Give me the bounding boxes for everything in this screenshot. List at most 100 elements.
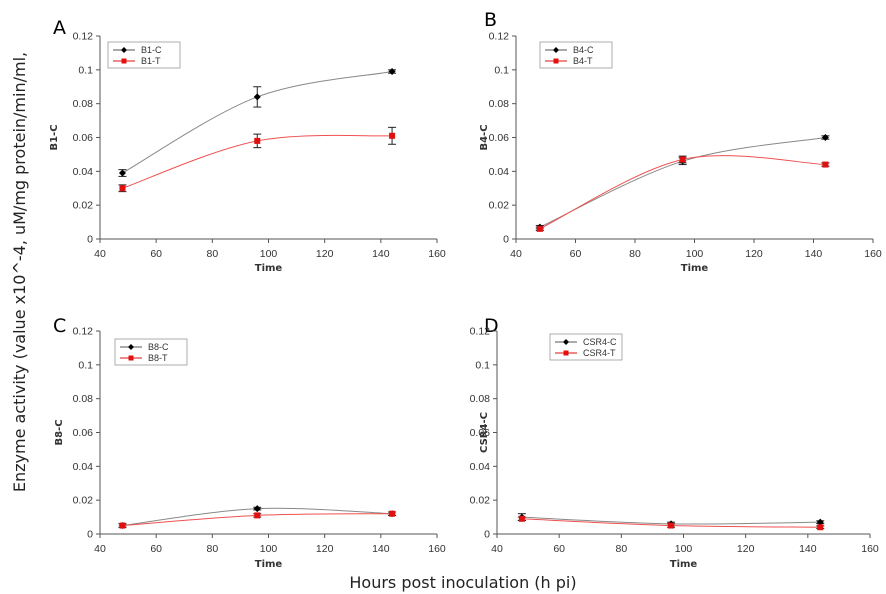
data-point-square [389, 510, 396, 517]
data-point-square [254, 137, 261, 144]
y-tick-label: 0.02 [470, 495, 491, 507]
data-point-square [536, 225, 543, 232]
y-tick-label: 0.04 [73, 166, 94, 178]
x-tick-label: 140 [799, 543, 817, 555]
series-b4-t [535, 155, 830, 232]
legend-marker-diamond [128, 344, 134, 350]
legend-entry: B8-T [148, 353, 168, 363]
x-tick-label: 60 [150, 248, 162, 260]
y-axis-title: B1-C [49, 124, 60, 150]
panel-a: A 0 0.02 0.04 0.06 0.08 0.1 0.12 40 60 80 100 120 140… [49, 17, 446, 274]
y-tick-label: 0.1 [78, 359, 93, 371]
legend-entry: CSR4-T [583, 348, 616, 358]
legend: B8-CB8-T [114, 338, 188, 366]
y-tick-label: 0.02 [73, 200, 94, 212]
x-tick-label: 60 [150, 543, 162, 555]
x-tick-label: 120 [316, 248, 334, 260]
x-tick-label: 80 [629, 248, 641, 260]
data-point-square [389, 132, 396, 139]
x-tick-label: 40 [510, 248, 522, 260]
series-b8-t [118, 510, 397, 529]
panel-c: C 0 0.02 0.04 0.06 0.08 0.1 0.12 40 60 80 100 120 140… [53, 315, 446, 570]
legend-entry: B4-T [573, 56, 593, 66]
y-tick-label: 0.06 [489, 132, 510, 144]
data-point-square [817, 524, 824, 531]
data-point-diamond [118, 169, 126, 177]
legend-entry: B1-C [141, 45, 162, 55]
x-tick-label: 140 [372, 248, 390, 260]
legend-marker-diamond [121, 47, 127, 53]
y-tick-label: 0.08 [73, 393, 94, 405]
y-tick-label: 0.06 [73, 427, 94, 439]
series-line [539, 137, 826, 228]
y-tick-label: 0.12 [489, 31, 510, 43]
x-tick-label: 40 [491, 543, 503, 555]
panel-b: B 0 0.02 0.04 0.06 0.08 0.1 0.12 40 60 80 100 120 140… [479, 9, 882, 274]
x-tick-label: 100 [260, 248, 278, 260]
series-b1-c [118, 68, 397, 177]
x-tick-label: 100 [675, 543, 693, 555]
data-point-square [254, 512, 261, 519]
x-tick-label: 140 [805, 248, 823, 260]
y-axis-title: CSR4-C [479, 412, 490, 453]
y-tick-label: 0 [484, 529, 490, 541]
panel-letter: B [484, 9, 497, 31]
y-tick-label: 0.08 [73, 98, 94, 110]
legend-marker-square [553, 58, 559, 64]
y-axis-shared-label: Enzyme activity (value x10^-4, uM/mg pro… [10, 52, 29, 492]
legend-marker-square [563, 350, 569, 356]
x-tick-label: 160 [864, 248, 882, 260]
data-point-square [822, 161, 829, 168]
x-tick-label: 160 [861, 543, 879, 555]
legend: B1-CB1-T [107, 41, 181, 69]
y-tick-label: 0 [87, 529, 93, 541]
x-tick-label: 120 [316, 543, 334, 555]
legend-marker-square [128, 355, 134, 361]
y-tick-label: 0.06 [470, 427, 491, 439]
data-point-square [668, 522, 675, 529]
y-tick-label: 0.12 [470, 326, 491, 338]
y-tick-label: 0.1 [475, 359, 490, 371]
y-tick-label: 0.06 [73, 132, 94, 144]
legend-marker-diamond [563, 339, 569, 345]
series-b4-c [535, 134, 830, 231]
panel-letter: A [53, 17, 66, 39]
data-point-diamond [821, 134, 829, 141]
x-tick-label: 100 [686, 248, 704, 260]
legend-entry: B1-T [141, 56, 161, 66]
legend-entry: B4-C [573, 45, 594, 55]
series-csr4-t [517, 515, 825, 531]
data-point-square [679, 156, 686, 163]
x-tick-label: 120 [745, 248, 763, 260]
data-point-diamond [816, 518, 824, 526]
x-tick-label: 40 [94, 543, 106, 555]
series-b1-t [118, 126, 397, 193]
y-tick-label: 0.02 [489, 200, 510, 212]
data-point-square [119, 522, 126, 529]
y-tick-label: 0.1 [494, 64, 509, 76]
y-axis-title: B8-C [54, 419, 65, 445]
y-tick-label: 0.12 [73, 31, 94, 43]
x-tick-label: 160 [428, 543, 446, 555]
x-axis-title: Time [681, 263, 709, 274]
panels: A 0 0.02 0.04 0.06 0.08 0.1 0.12 40 60 80 100 120 140… [49, 9, 882, 570]
y-tick-label: 0.04 [73, 461, 94, 473]
legend-box [549, 333, 623, 361]
x-axis-shared-label: Hours post inoculation (h pi) [349, 573, 576, 592]
x-tick-label: 120 [737, 543, 755, 555]
x-tick-label: 80 [206, 248, 218, 260]
y-tick-label: 0.08 [489, 98, 510, 110]
x-tick-label: 60 [553, 543, 565, 555]
legend-entry: CSR4-C [583, 337, 617, 347]
y-tick-label: 0 [87, 234, 93, 246]
x-tick-label: 40 [94, 248, 106, 260]
y-tick-label: 0.04 [470, 461, 491, 473]
y-tick-label: 0.02 [73, 495, 94, 507]
x-axis-title: Time [255, 559, 283, 570]
data-point-square [119, 185, 126, 192]
x-tick-label: 160 [428, 248, 446, 260]
y-tick-label: 0.12 [73, 326, 94, 338]
